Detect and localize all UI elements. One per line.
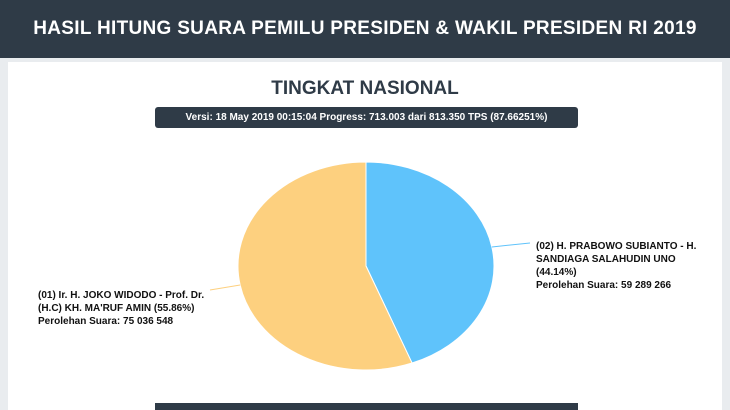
leader-line [491,242,531,248]
page-header: HASIL HITUNG SUARA PEMILU PRESIDEN & WAK… [0,0,730,58]
votes-label: 59 289 266 [621,280,672,291]
votes-caption: Perolehan Suara: [38,316,121,327]
chart-title: TINGKAT NASIONAL [271,78,459,99]
category-label: (02) H. PRABOWO SUBIANTO - H. SANDIAGA S… [536,241,697,265]
bottom-bar [155,403,578,410]
value-label: (55.86%) [153,303,195,314]
value-label: (44.14%) [536,267,577,278]
category-label: (01) Ir. H. JOKO WIDODO - Prof. Dr. (H.C… [38,290,205,314]
slice-label: (01) Ir. H. JOKO WIDODO - Prof. Dr. (H.C… [38,289,213,328]
votes-caption: Perolehan Suara: [536,280,619,291]
pie-slice [237,161,413,371]
leader-line [209,284,241,291]
version-info: Versi: 18 May 2019 00:15:04 Progress: 71… [155,107,578,128]
votes-label: 75 036 548 [123,316,174,327]
slice-label: (02) H. PRABOWO SUBIANTO - H. SANDIAGA S… [536,240,706,292]
